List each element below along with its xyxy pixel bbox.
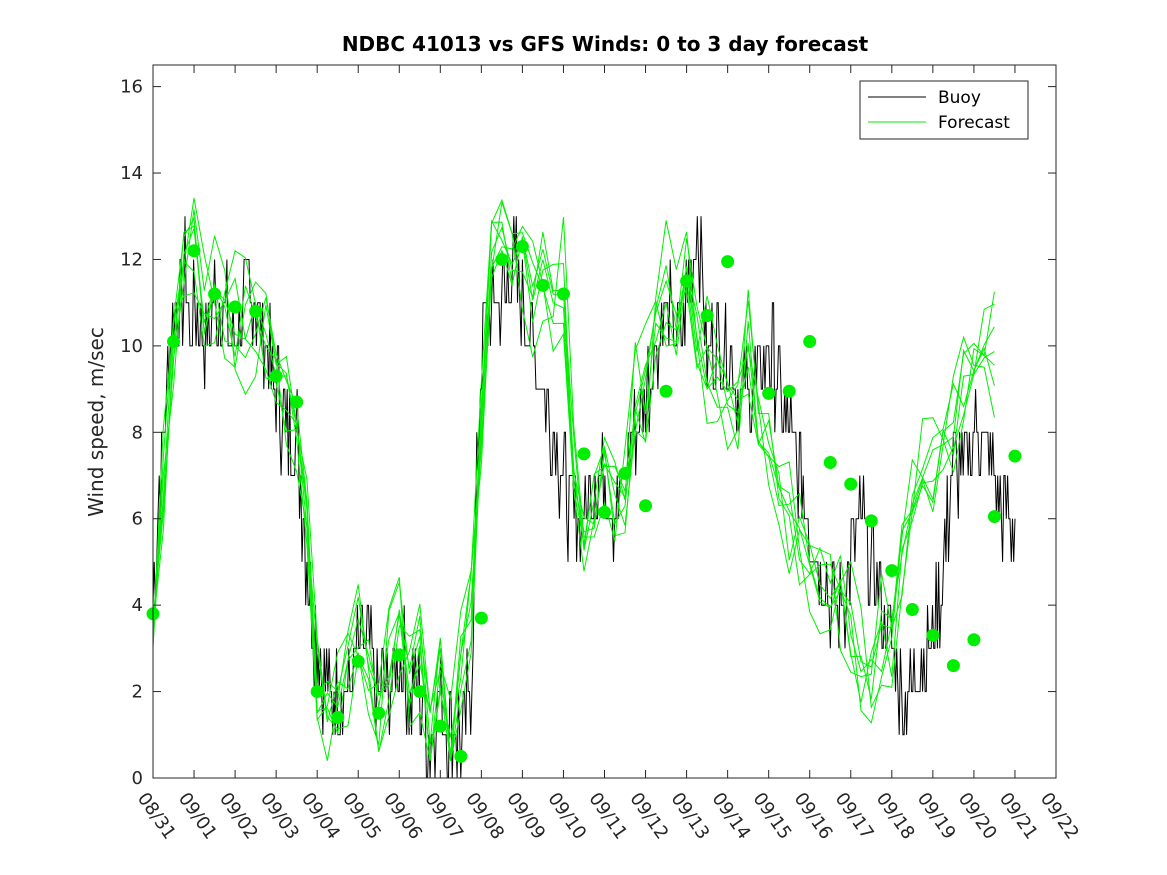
forecast-marker xyxy=(269,369,283,383)
legend-label-forecast: Forecast xyxy=(938,113,1010,133)
forecast-line xyxy=(152,225,995,761)
forecast-marker-layer xyxy=(146,239,1022,763)
forecast-marker xyxy=(987,510,1001,524)
forecast-marker xyxy=(187,244,201,258)
forecast-marker xyxy=(515,239,529,253)
forecast-marker xyxy=(823,456,837,470)
forecast-marker xyxy=(351,654,365,668)
y-tick-label: 2 xyxy=(132,682,143,703)
forecast-marker xyxy=(639,499,653,513)
forecast-line xyxy=(152,220,995,761)
forecast-marker xyxy=(803,335,817,349)
forecast-marker xyxy=(556,287,570,301)
forecast-marker xyxy=(1008,449,1022,463)
forecast-marker xyxy=(577,447,591,461)
forecast-marker xyxy=(680,274,694,288)
forecast-marker xyxy=(782,384,796,398)
y-tick-label: 8 xyxy=(132,422,143,443)
forecast-marker xyxy=(885,564,899,578)
forecast-marker xyxy=(536,278,550,292)
forecast-marker xyxy=(618,466,632,480)
y-axis: 0 2 4 6 8 10 12 14 16 xyxy=(120,77,1056,789)
forecast-marker xyxy=(721,255,735,269)
legend-label-buoy: Buoy xyxy=(938,88,981,108)
forecast-marker xyxy=(249,304,263,318)
forecast-marker xyxy=(208,287,222,301)
y-tick-label: 6 xyxy=(132,509,143,530)
y-tick-label: 0 xyxy=(132,768,143,789)
forecast-marker xyxy=(331,711,345,725)
forecast-marker xyxy=(905,602,919,616)
forecast-marker xyxy=(967,633,981,647)
y-tick-label: 16 xyxy=(120,77,143,98)
forecast-marker xyxy=(413,685,427,699)
y-axis-label: Wind speed, m/sec xyxy=(84,327,108,517)
legend-box xyxy=(859,80,1029,140)
forecast-marker xyxy=(762,386,776,400)
chart-title: NDBC 41013 vs GFS Winds: 0 to 3 day fore… xyxy=(342,32,869,56)
forecast-marker xyxy=(659,384,673,398)
forecast-marker xyxy=(946,659,960,673)
forecast-marker xyxy=(433,719,447,733)
plot-area xyxy=(146,64,1057,779)
forecast-marker xyxy=(926,628,940,642)
forecast-marker xyxy=(864,514,878,528)
legend: Buoy Forecast xyxy=(859,80,1029,140)
forecast-marker xyxy=(228,300,242,314)
y-tick-label: 4 xyxy=(132,595,143,616)
y-tick-label: 14 xyxy=(120,163,143,184)
forecast-marker xyxy=(454,749,468,763)
forecast-marker xyxy=(844,477,858,491)
forecast-marker xyxy=(474,611,488,625)
forecast-marker xyxy=(310,685,324,699)
forecast-marker xyxy=(290,395,304,409)
y-tick-label: 12 xyxy=(120,249,143,270)
forecast-marker xyxy=(598,505,611,519)
forecast-marker xyxy=(700,309,714,323)
y-tick-label: 10 xyxy=(120,336,143,357)
forecast-line xyxy=(152,216,995,761)
axes-background xyxy=(153,65,1056,778)
forecast-marker xyxy=(495,252,509,266)
forecast-marker xyxy=(372,706,386,720)
forecast-marker xyxy=(167,335,181,349)
forecast-marker xyxy=(392,648,406,662)
